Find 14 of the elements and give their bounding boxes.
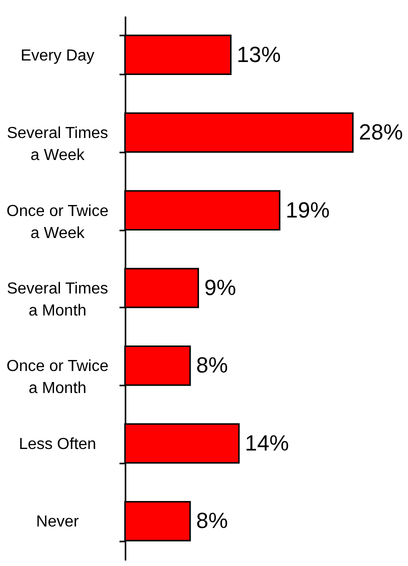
- y-tick-label: Every Day: [20, 47, 94, 64]
- data-label: 14%: [244, 430, 289, 456]
- data-label: 28%: [358, 120, 403, 145]
- y-tick-label: Once or Twice a Month: [6, 358, 109, 398]
- data-label: 19%: [286, 197, 330, 222]
- y-tick-label: Less Often: [18, 436, 96, 453]
- data-label: 9%: [204, 275, 236, 300]
- data-label: 13%: [236, 42, 281, 67]
- y-tick-label: Several Times a Week: [6, 125, 108, 164]
- y-tick-label: Several Times a Month: [6, 280, 108, 320]
- y-tick-label: Never: [36, 514, 80, 531]
- y-tick-label: Once or Twice a Week: [6, 202, 109, 242]
- data-label: 8%: [196, 352, 228, 378]
- data-label: 8%: [196, 508, 228, 534]
